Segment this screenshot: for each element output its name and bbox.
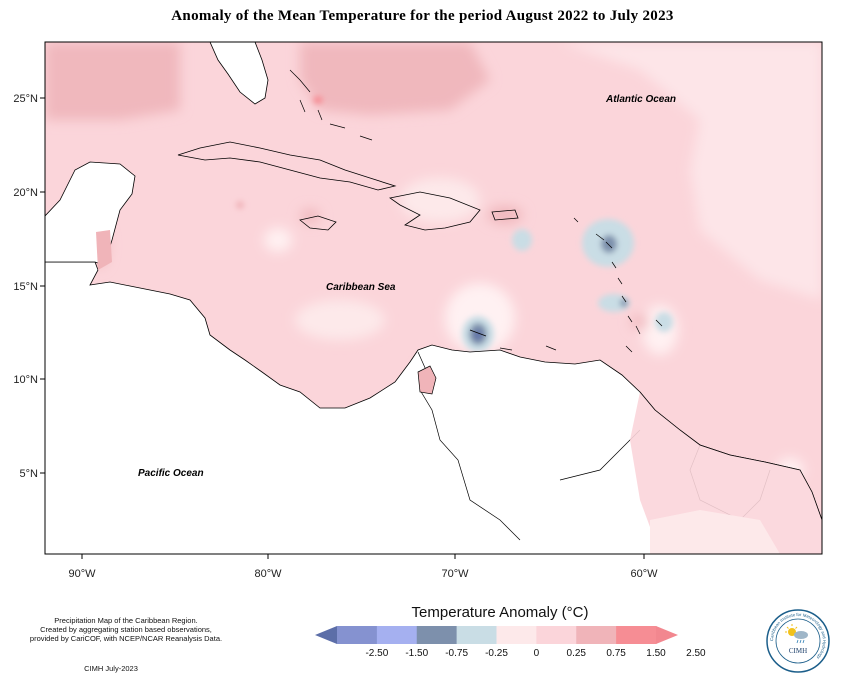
grenada-warm-patch [631, 315, 649, 329]
atlantic-ocean-label: Atlantic Ocean [605, 94, 676, 105]
lat-tick-label: 15°N [13, 281, 38, 293]
caribbean-sea-label: Caribbean Sea [326, 282, 396, 293]
legend-tick-label: 0.75 [606, 648, 626, 659]
legend-tick-label: -2.50 [365, 648, 389, 659]
puerto-rico-warm-patch [487, 206, 523, 224]
pacific-ocean-label: Pacific Ocean [138, 468, 204, 479]
legend-tick-label: -0.25 [485, 648, 508, 659]
latitude-axis: 25°N 20°N 15°N 10°N 5°N [13, 93, 45, 480]
colorbar-segment [456, 626, 497, 644]
lake-maracaibo [417, 365, 437, 395]
legend-title: Temperature Anomaly (°C) [411, 604, 589, 621]
colorbar-segment [536, 626, 577, 644]
legend-tick-label: -1.50 [405, 648, 429, 659]
cuba-outline [177, 141, 397, 191]
legend-tick-labels: -2.50 -1.50 -0.75 -0.25 0 0.25 0.75 1.50 2.50 [0, 648, 845, 662]
bahamas-warm-patch [300, 42, 490, 115]
belize-fill [96, 230, 112, 270]
map-title: Anomaly of the Mean Temperature for the … [171, 8, 674, 24]
lon-tick-label: 80°W [254, 568, 282, 580]
legend-tick-label: -0.75 [445, 648, 469, 659]
virgin-islands-cool-spot [512, 229, 532, 251]
st-lucia-cool-spot [598, 294, 630, 312]
hispaniola-light-patch [400, 178, 480, 222]
lesser-antilles-outline [469, 217, 663, 353]
colorbar-segment [416, 626, 458, 644]
hispaniola-outline [389, 191, 481, 231]
cimh-logo: CIMH Caribbean Institute for Meteorology… [766, 609, 830, 673]
colorbar-segment [496, 626, 537, 644]
logo-text: CIMH [789, 647, 807, 655]
yucatan-land [45, 161, 136, 266]
legend-tick-label: 2.50 [686, 648, 706, 659]
guianas-anomaly-fill [630, 392, 822, 554]
colorbar-segment [616, 626, 657, 644]
legend-tick-label: 1.50 [646, 648, 666, 659]
lat-tick-label: 5°N [20, 468, 39, 480]
sun-cloud-rain-logo [785, 624, 808, 644]
jamaica-light-patch [264, 228, 292, 252]
florida-land [209, 42, 269, 105]
caribbean-light-patch [295, 300, 385, 340]
lon-tick-label: 90°W [68, 568, 96, 580]
lat-tick-label: 20°N [13, 187, 38, 199]
colorbar-segment [376, 626, 418, 644]
bahamas-hot-spot [313, 96, 323, 104]
colorbar-segment [576, 626, 617, 644]
cayman-warm-patch [300, 209, 320, 223]
credit-line: Precipitation Map of the Caribbean Regio… [54, 616, 198, 625]
legend-tick-label: 0.25 [566, 648, 586, 659]
credit-date: CIMH July-2023 [84, 664, 138, 673]
lat-tick-label: 10°N [13, 374, 38, 386]
map-frame [44, 41, 823, 555]
lat-tick-label: 25°N [13, 93, 38, 105]
legend-colorbar [315, 626, 678, 644]
credit-line: Created by aggregating station based obs… [40, 625, 212, 634]
barbados-cool-spot [655, 312, 673, 332]
bahamas-outline [289, 69, 373, 141]
jamaica-outline [299, 215, 337, 231]
anomaly-field [45, 42, 822, 554]
colorbar-segment [337, 626, 378, 644]
lon-tick-label: 60°W [630, 568, 658, 580]
credit-text: Precipitation Map of the Caribbean Regio… [8, 616, 244, 643]
gulf-warm-patch [45, 42, 180, 120]
lon-tick-label: 70°W [441, 568, 469, 580]
colorbar-min-arrow [315, 626, 337, 644]
longitude-axis: 90°W 80°W 70°W 60°W [68, 554, 658, 580]
colorbar-max-arrow [656, 626, 678, 644]
atlantic-light-patch [560, 42, 822, 300]
puerto-rico-outline [491, 209, 519, 221]
legend-tick-label: 0 [533, 648, 540, 659]
credit-line: provided by CariCOF, with NCEP/NCAR Rean… [29, 634, 223, 643]
